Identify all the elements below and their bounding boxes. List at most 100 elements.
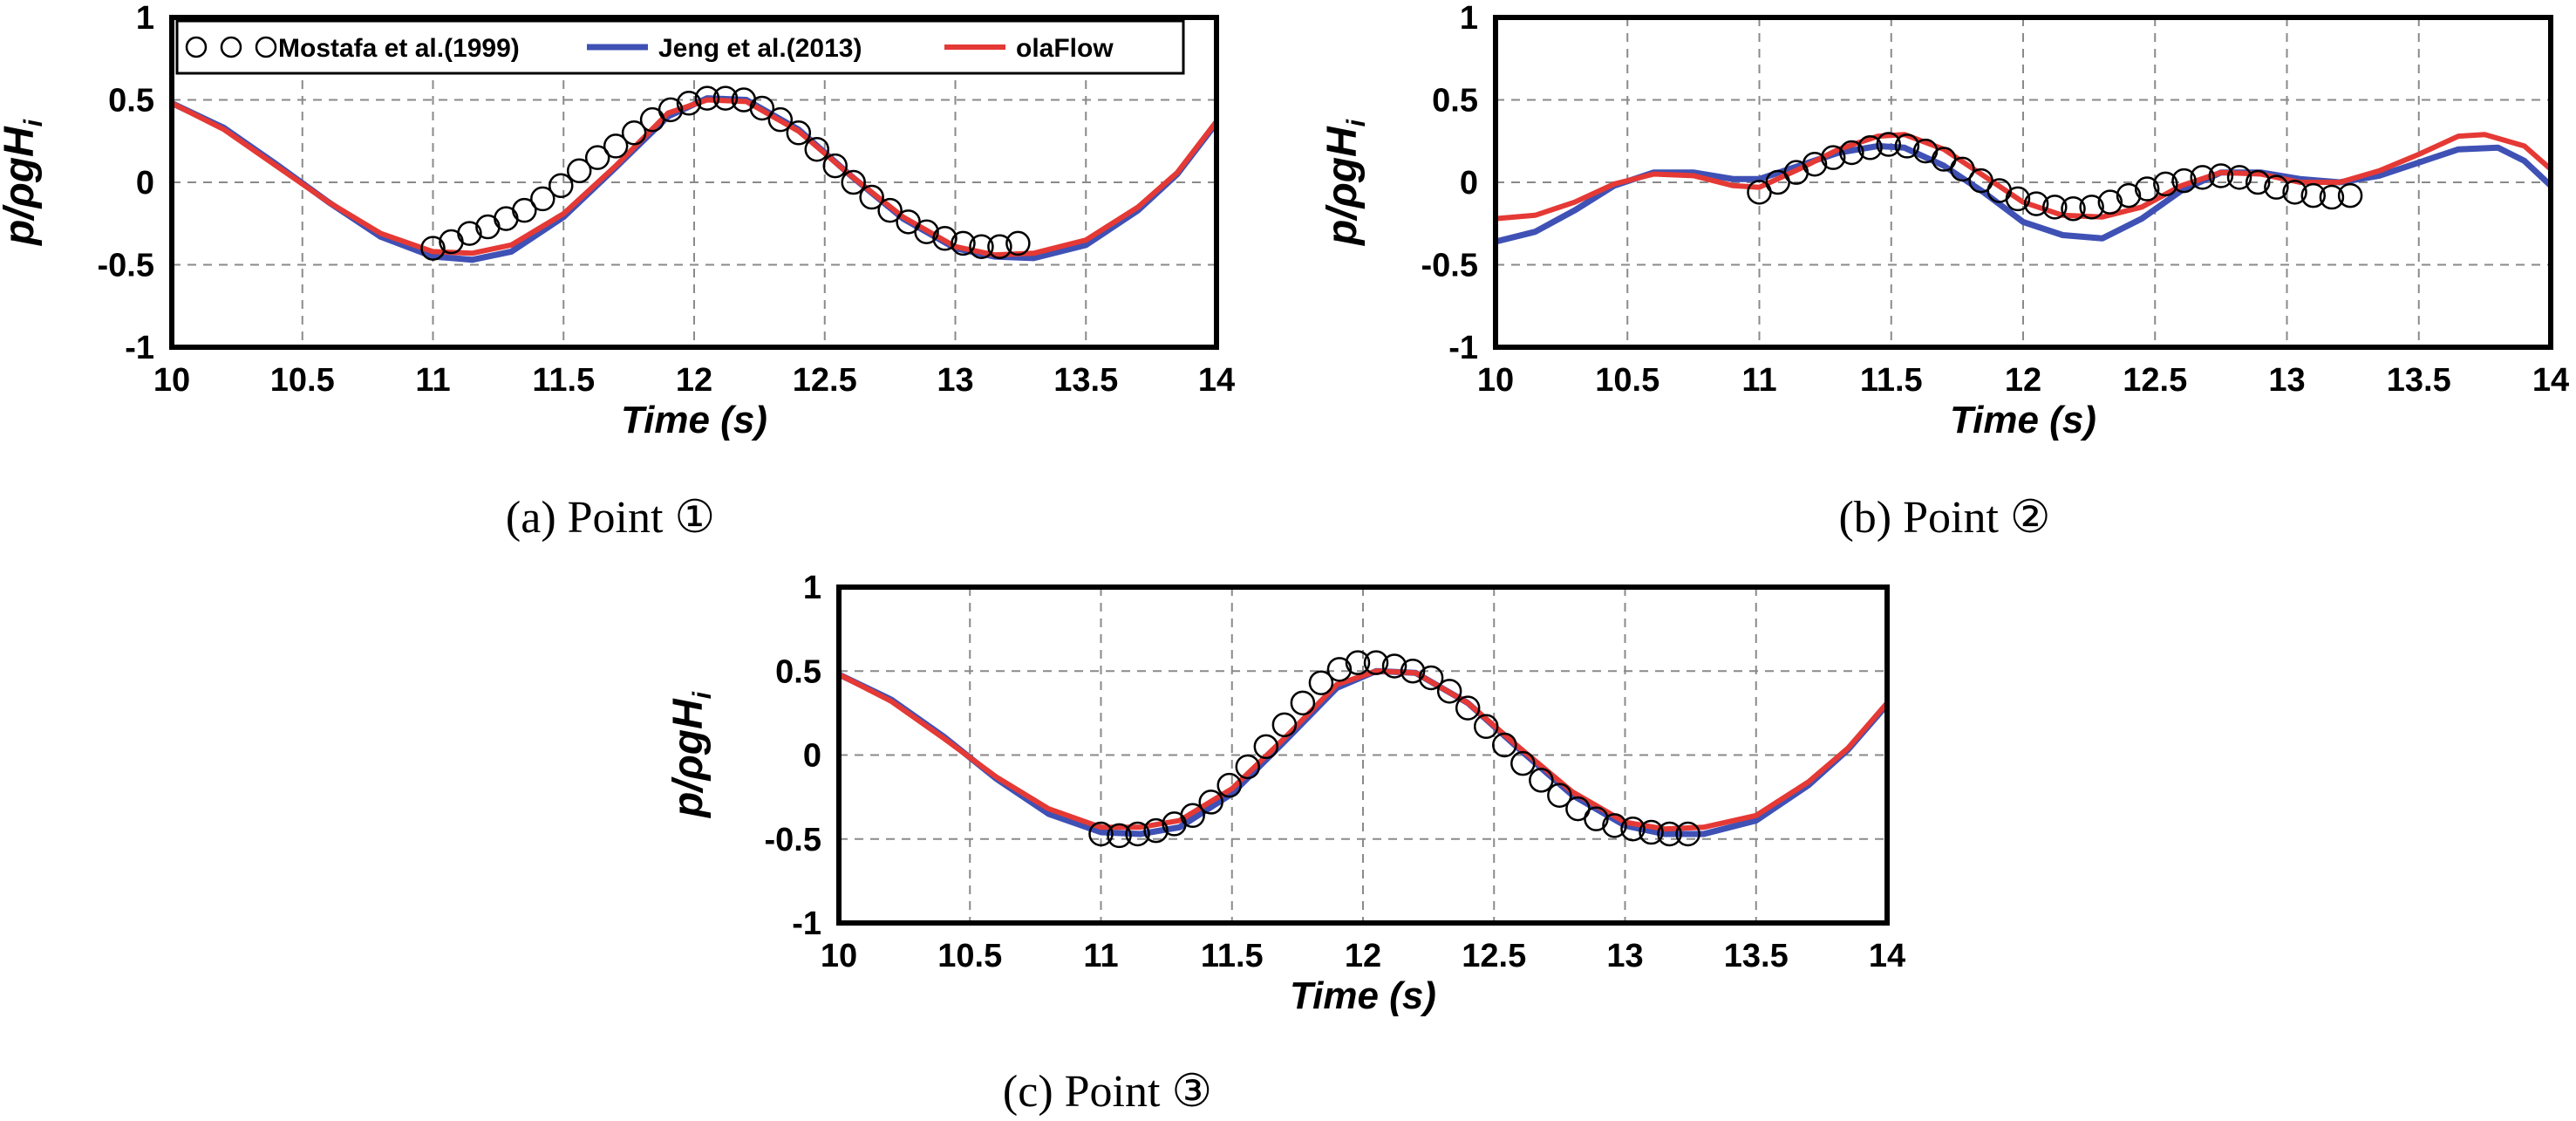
y-tick-label: 0.5	[1432, 83, 1478, 120]
x-tick-label: 14	[2532, 362, 2569, 399]
x-tick-label: 13.5	[1053, 362, 1118, 399]
legend: Mostafa et al.(1999) Jeng et al.(2013) ola…	[175, 19, 1185, 75]
x-tick-label: 10.5	[937, 938, 1002, 974]
data-point-mostafa	[1381, 653, 1407, 679]
data-point-mostafa	[1253, 734, 1279, 760]
data-point-mostafa	[2171, 167, 2197, 194]
data-point-mostafa	[786, 120, 812, 146]
data-point-mostafa	[1657, 821, 1682, 847]
x-tick-label: 10	[821, 938, 857, 974]
x-tick-label: 10.5	[1595, 362, 1659, 399]
data-point-mostafa	[1180, 803, 1205, 829]
data-point-mostafa	[2153, 171, 2178, 197]
x-tick-label: 10	[153, 362, 190, 399]
data-point-mostafa	[1088, 821, 1114, 847]
plot-frame	[836, 584, 1890, 926]
data-point-mostafa	[1639, 819, 1664, 845]
y-tick-label: -1	[125, 330, 154, 366]
x-tick-label: 10	[1477, 362, 1514, 399]
chart-panel-c: 10 10.5 11 11.5 12 12.5 13 13.5 1410.50-0.5-1Tim…	[665, 570, 1905, 1117]
legend-box	[175, 19, 1185, 75]
x-tick-label: 11.5	[1201, 938, 1264, 974]
data-point-mostafa	[1950, 156, 1975, 182]
y-tick-label: 0	[136, 165, 154, 202]
plot-frame	[169, 15, 1219, 350]
data-point-mostafa	[1857, 135, 1883, 161]
y-axis-label-main: p/ρgH	[0, 126, 43, 247]
data-point-mostafa	[859, 184, 884, 210]
data-point-mostafa	[1235, 754, 1261, 780]
y-axis-label-main: p/ρgH	[665, 698, 712, 819]
data-point-mostafa	[2005, 186, 2031, 212]
data-point-mostafa	[2097, 189, 2123, 215]
x-tick-label: 13.5	[1724, 938, 1789, 974]
data-point-mostafa	[1107, 823, 1132, 849]
x-tick-label: 14	[1198, 362, 1235, 399]
x-tick-label: 14	[1869, 938, 1905, 974]
legend-label-jeng: Jeng et al.(2013)	[658, 34, 862, 63]
data-point-mostafa	[694, 85, 720, 111]
data-point-mostafa	[2190, 165, 2215, 190]
x-tick-label: 13	[937, 362, 973, 399]
y-axis-label-subscript: i	[688, 691, 717, 699]
y-axis-label: p/ρgHi	[0, 119, 48, 247]
y-axis-label-subscript: i	[1342, 119, 1371, 126]
x-tick-label: 11	[1083, 938, 1118, 974]
data-point-mostafa	[1400, 659, 1426, 684]
y-tick-label: 0.5	[108, 83, 154, 120]
x-axis-label: Time (s)	[621, 399, 767, 441]
data-point-mostafa	[2023, 191, 2049, 216]
data-point-mostafa	[2116, 182, 2142, 208]
series-line-olaflow	[839, 668, 1887, 832]
data-point-mostafa	[457, 221, 482, 246]
data-point-mostafa	[621, 120, 647, 146]
x-tick-label: 13	[1606, 938, 1643, 974]
data-point-mostafa	[1345, 650, 1371, 675]
data-point-mostafa	[2079, 195, 2104, 220]
data-point-mostafa	[2264, 174, 2289, 200]
x-tick-label: 11.5	[532, 362, 595, 399]
x-tick-label: 13.5	[2387, 362, 2451, 399]
data-point-mostafa	[1547, 783, 1572, 808]
data-point-mostafa	[2245, 169, 2271, 195]
legend-marker-mostafa	[185, 36, 208, 58]
data-point-mostafa	[1876, 132, 1901, 157]
data-point-mostafa	[2208, 163, 2234, 188]
y-tick-label: 1	[136, 0, 154, 37]
data-point-mostafa	[1492, 732, 1517, 758]
plot-frame	[1493, 15, 2553, 350]
y-tick-label: 1	[1460, 0, 1478, 37]
y-axis-label-subscript: i	[19, 119, 48, 126]
data-point-mostafa	[1620, 816, 1646, 842]
x-axis-label: Time (s)	[1290, 974, 1436, 1017]
data-point-mostafa	[1271, 712, 1298, 738]
data-point-mostafa	[1675, 821, 1700, 847]
y-axis-label: p/ρgHi	[1319, 119, 1371, 247]
x-tick-label: 12	[1345, 938, 1381, 974]
legend-label-mostafa: Mostafa et al.(1999)	[278, 34, 520, 63]
data-point-mostafa	[1143, 817, 1169, 844]
data-point-mostafa	[932, 226, 957, 251]
chart-panel-b: 10 10.5 11 11.5 12 12.5 13 13.5 1410.50-0.5-1Tim…	[1319, 0, 2569, 543]
data-point-mostafa	[2319, 184, 2345, 210]
data-point-mostafa	[877, 197, 903, 223]
data-point-mostafa	[951, 230, 976, 256]
data-point-mostafa	[1820, 145, 1846, 170]
x-tick-label: 12	[2005, 362, 2041, 399]
data-point-mostafa	[822, 153, 848, 179]
series-line-jeng	[1496, 142, 2551, 245]
data-point-mostafa	[1802, 151, 1828, 177]
data-point-mostafa	[2226, 165, 2252, 190]
legend-label-olaflow: olaFlow	[1016, 34, 1114, 63]
data-point-mostafa	[1363, 650, 1389, 675]
data-point-mostafa	[1216, 772, 1242, 798]
data-point-mostafa	[2061, 195, 2086, 222]
series-line-olaflow	[172, 97, 1216, 258]
x-tick-label: 12	[676, 362, 712, 399]
data-point-mostafa	[420, 236, 446, 261]
data-point-mostafa	[566, 158, 592, 184]
y-tick-label: -0.5	[98, 248, 154, 284]
x-tick-label: 12.5	[1462, 938, 1526, 974]
data-point-mostafa	[2134, 176, 2160, 202]
data-point-mostafa	[1436, 679, 1462, 704]
